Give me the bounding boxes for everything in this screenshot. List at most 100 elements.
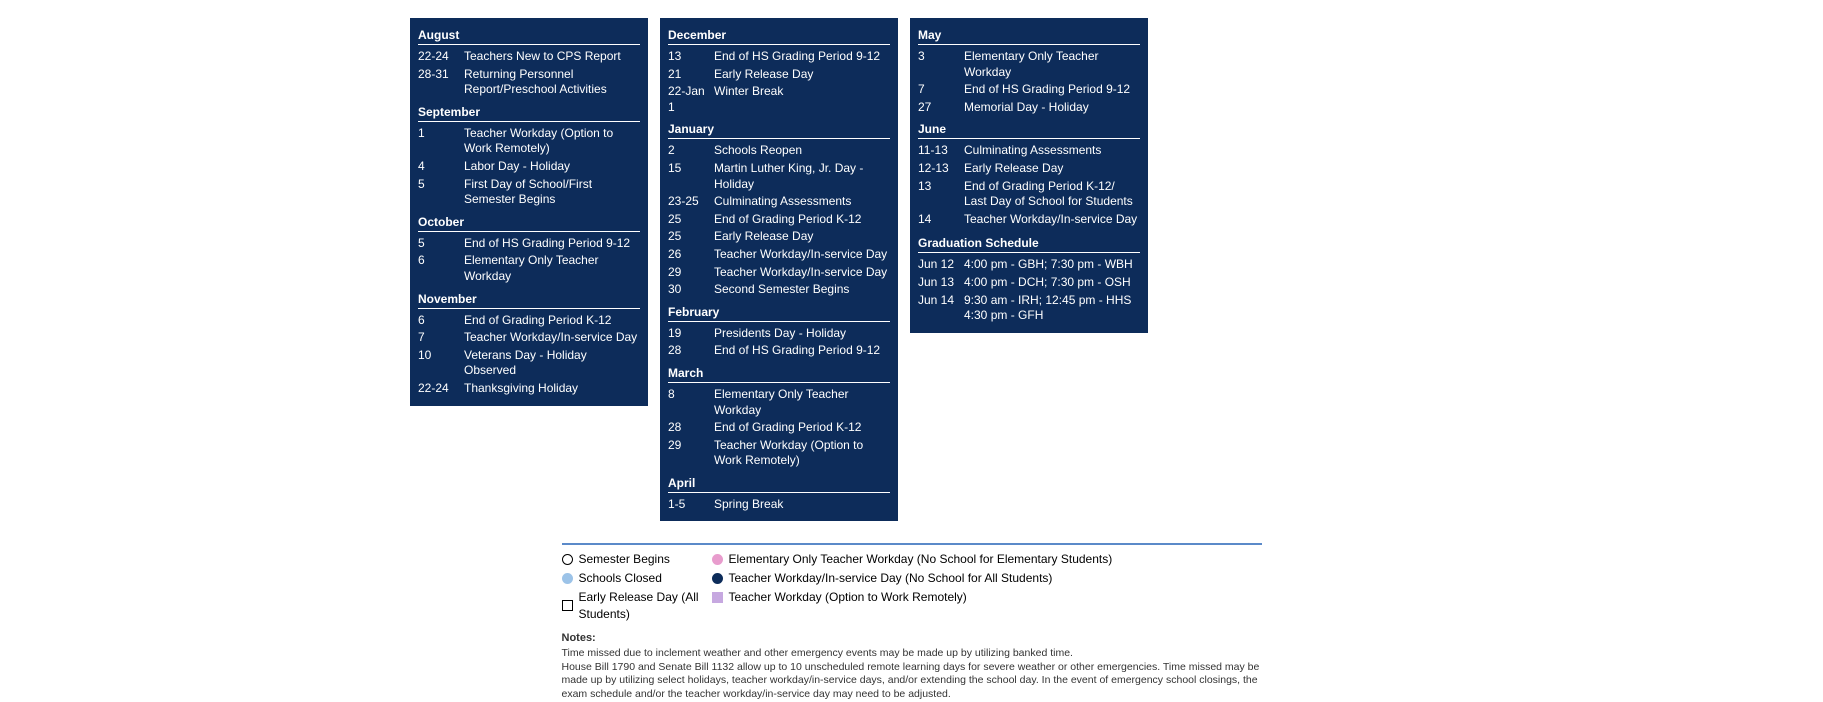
event-date: Jun 13 bbox=[918, 275, 964, 291]
event-date: 8 bbox=[668, 387, 714, 418]
event-date: 5 bbox=[418, 177, 464, 208]
legend-swatch bbox=[712, 554, 723, 565]
calendar-columns: August22-24Teachers New to CPS Report28-… bbox=[0, 0, 1823, 521]
event-desc: Early Release Day bbox=[714, 67, 890, 83]
calendar-event: 2Schools Reopen bbox=[668, 142, 890, 160]
event-date: 25 bbox=[668, 212, 714, 228]
month-header: January bbox=[668, 120, 890, 139]
event-desc: Memorial Day - Holiday bbox=[964, 100, 1140, 116]
legend-label: Early Release Day (All Students) bbox=[579, 589, 712, 623]
notes-section: Notes: Time missed due to inclement weat… bbox=[562, 631, 1262, 702]
event-date: 10 bbox=[418, 348, 464, 379]
calendar-event: 6End of Grading Period K-12 bbox=[418, 312, 640, 330]
month-header: March bbox=[668, 364, 890, 383]
event-desc: End of HS Grading Period 9-12 bbox=[464, 236, 640, 252]
event-desc: End of HS Grading Period 9-12 bbox=[964, 82, 1140, 98]
legend-label: Teacher Workday (Option to Work Remotely… bbox=[729, 589, 967, 606]
legend-item: Teacher Workday/In-service Day (No Schoo… bbox=[712, 570, 1113, 587]
graduation-event: Jun 124:00 pm - GBH; 7:30 pm - WBH bbox=[918, 256, 1140, 274]
calendar-event: 6Elementary Only Teacher Workday bbox=[418, 252, 640, 285]
event-desc: Culminating Assessments bbox=[964, 143, 1140, 159]
calendar-event: 28End of HS Grading Period 9-12 bbox=[668, 342, 890, 360]
event-desc: 4:00 pm - GBH; 7:30 pm - WBH bbox=[964, 257, 1140, 273]
event-desc: First Day of School/First Semester Begin… bbox=[464, 177, 640, 208]
calendar-event: 7End of HS Grading Period 9-12 bbox=[918, 81, 1140, 99]
notes-body: Time missed due to inclement weather and… bbox=[562, 647, 1262, 702]
legend-label: Semester Begins bbox=[579, 551, 670, 568]
event-desc: Teacher Workday (Option to Work Remotely… bbox=[714, 438, 890, 469]
legend-area: Semester Begins Schools Closed Early Relea… bbox=[562, 543, 1262, 701]
event-desc: Returning Personnel Report/Preschool Act… bbox=[464, 67, 640, 98]
calendar-event: 5End of HS Grading Period 9-12 bbox=[418, 235, 640, 253]
calendar-event: 1Teacher Workday (Option to Work Remotel… bbox=[418, 125, 640, 158]
calendar-event: 3Elementary Only Teacher Workday bbox=[918, 48, 1140, 81]
calendar-column: December13End of HS Grading Period 9-122… bbox=[660, 18, 898, 521]
month-header: February bbox=[668, 303, 890, 322]
event-desc: Winter Break bbox=[714, 84, 890, 115]
event-date: 22-24 bbox=[418, 381, 464, 397]
event-date: 7 bbox=[918, 82, 964, 98]
legend-item: Semester Begins bbox=[562, 551, 712, 568]
event-date: 30 bbox=[668, 282, 714, 298]
event-desc: Elementary Only Teacher Workday bbox=[964, 49, 1140, 80]
event-date: 22-24 bbox=[418, 49, 464, 65]
event-desc: Thanksgiving Holiday bbox=[464, 381, 640, 397]
calendar-event: 15Martin Luther King, Jr. Day - Holiday bbox=[668, 160, 890, 193]
calendar-event: 23-25Culminating Assessments bbox=[668, 193, 890, 211]
event-date: 1 bbox=[418, 126, 464, 157]
legend-item: Early Release Day (All Students) bbox=[562, 589, 712, 623]
calendar-event: 13End of HS Grading Period 9-12 bbox=[668, 48, 890, 66]
calendar-event: 25Early Release Day bbox=[668, 228, 890, 246]
calendar-column: May3Elementary Only Teacher Workday7End … bbox=[910, 18, 1148, 333]
event-desc: End of Grading Period K-12 bbox=[714, 420, 890, 436]
event-date: 6 bbox=[418, 253, 464, 284]
graduation-event: Jun 134:00 pm - DCH; 7:30 pm - OSH bbox=[918, 274, 1140, 292]
event-desc: Schools Reopen bbox=[714, 143, 890, 159]
event-date: 28-31 bbox=[418, 67, 464, 98]
event-date: 5 bbox=[418, 236, 464, 252]
month-header: October bbox=[418, 213, 640, 232]
legend-swatch bbox=[562, 554, 573, 565]
graduation-event: Jun 149:30 am - IRH; 12:45 pm - HHS 4:30… bbox=[918, 292, 1140, 325]
legend-label: Schools Closed bbox=[579, 570, 662, 587]
event-date: 13 bbox=[668, 49, 714, 65]
event-date: 29 bbox=[668, 265, 714, 281]
legend-item: Schools Closed bbox=[562, 570, 712, 587]
calendar-event: 14Teacher Workday/In-service Day bbox=[918, 211, 1140, 229]
event-date: 29 bbox=[668, 438, 714, 469]
event-desc: End of Grading Period K-12 bbox=[464, 313, 640, 329]
calendar-event: 26Teacher Workday/In-service Day bbox=[668, 246, 890, 264]
event-desc: 9:30 am - IRH; 12:45 pm - HHS 4:30 pm - … bbox=[964, 293, 1140, 324]
calendar-event: 4Labor Day - Holiday bbox=[418, 158, 640, 176]
calendar-event: 28-31Returning Personnel Report/Preschoo… bbox=[418, 66, 640, 99]
calendar-event: 22-24Thanksgiving Holiday bbox=[418, 380, 640, 398]
calendar-event: 21Early Release Day bbox=[668, 66, 890, 84]
event-desc: Early Release Day bbox=[714, 229, 890, 245]
calendar-event: 27Memorial Day - Holiday bbox=[918, 99, 1140, 117]
event-date: Jun 14 bbox=[918, 293, 964, 324]
calendar-event: 7Teacher Workday/In-service Day bbox=[418, 329, 640, 347]
legend-swatch bbox=[562, 573, 573, 584]
event-date: 23-25 bbox=[668, 194, 714, 210]
event-desc: End of Grading Period K-12/ Last Day of … bbox=[964, 179, 1140, 210]
month-header: June bbox=[918, 120, 1140, 139]
event-desc: Elementary Only Teacher Workday bbox=[464, 253, 640, 284]
calendar-event: 19Presidents Day - Holiday bbox=[668, 325, 890, 343]
event-date: 26 bbox=[668, 247, 714, 263]
legend-item: Elementary Only Teacher Workday (No Scho… bbox=[712, 551, 1113, 568]
event-date: 11-13 bbox=[918, 143, 964, 159]
event-date: 12-13 bbox=[918, 161, 964, 177]
calendar-event: 11-13Culminating Assessments bbox=[918, 142, 1140, 160]
calendar-event: 8Elementary Only Teacher Workday bbox=[668, 386, 890, 419]
event-desc: Teacher Workday/In-service Day bbox=[464, 330, 640, 346]
legend-column: Semester Begins Schools Closed Early Relea… bbox=[562, 551, 712, 622]
month-header: September bbox=[418, 103, 640, 122]
event-date: 15 bbox=[668, 161, 714, 192]
event-desc: Martin Luther King, Jr. Day - Holiday bbox=[714, 161, 890, 192]
month-header: November bbox=[418, 290, 640, 309]
month-header: May bbox=[918, 26, 1140, 45]
legend-swatch bbox=[562, 600, 573, 611]
event-date: Jun 12 bbox=[918, 257, 964, 273]
event-date: 14 bbox=[918, 212, 964, 228]
calendar-event: 5First Day of School/First Semester Begi… bbox=[418, 176, 640, 209]
